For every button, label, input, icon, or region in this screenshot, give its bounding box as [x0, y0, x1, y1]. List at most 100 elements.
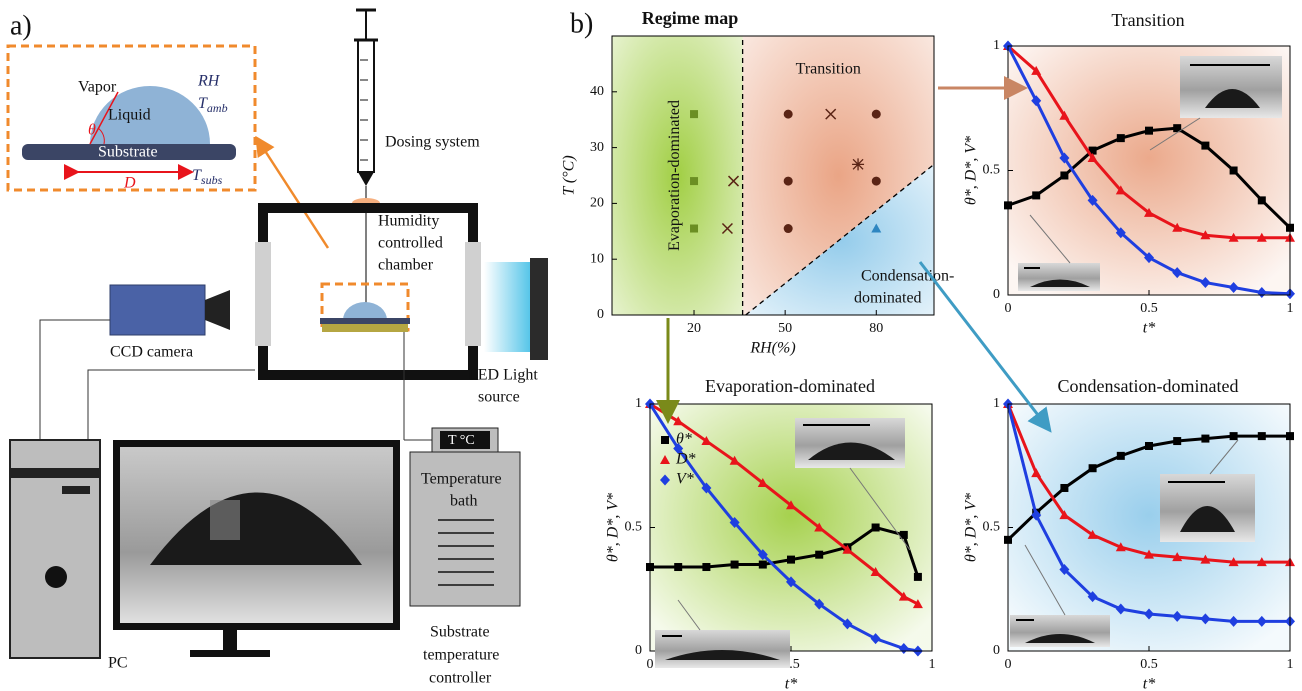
marker: [674, 563, 682, 571]
x-tick-label: 20: [687, 321, 701, 336]
x-tick-label: 0: [1005, 301, 1012, 316]
chamber-label: chamber: [378, 257, 434, 274]
marker: [1230, 432, 1238, 440]
marker: [852, 158, 864, 170]
zoom-arrow: [258, 140, 328, 248]
x-axis-label: RH(%): [749, 340, 795, 357]
panel-a: a) Vapor Liquid θ RH Tamb Substrate D Ts…: [8, 10, 548, 687]
y-tick-label: 0: [993, 643, 1000, 658]
region-label: dominated: [854, 290, 922, 307]
t-sub: amb: [207, 101, 228, 115]
marker: [702, 563, 710, 571]
x-axis-label: t*: [1143, 320, 1155, 337]
figure: a) Vapor Liquid θ RH Tamb Substrate D Ts…: [0, 0, 1302, 691]
y-tick-label: 0: [635, 643, 642, 658]
marker: [690, 177, 698, 185]
x-tick-label: 50: [778, 321, 792, 336]
cable: [88, 370, 255, 440]
y-tick-label: 0: [993, 287, 1000, 302]
y-axis-label: T (°C): [561, 155, 578, 195]
marker: [1117, 452, 1125, 460]
chart-title: Regime map: [642, 8, 738, 28]
x-tick-label: 1: [929, 657, 936, 672]
marker: [784, 177, 793, 186]
chamber-label: controlled: [378, 235, 443, 252]
substrate: [320, 318, 410, 324]
x-axis-label: t*: [785, 676, 797, 691]
chamber: [263, 208, 473, 375]
dosing-label: Dosing system: [385, 134, 480, 151]
marker: [690, 225, 698, 233]
region-label: Transition: [796, 61, 861, 78]
x-tick-label: 0: [647, 657, 654, 672]
vapor-label: Vapor: [78, 79, 117, 96]
marker: [1258, 196, 1266, 204]
marker: [1230, 167, 1238, 175]
t-amb-label: Tamb: [198, 95, 228, 115]
marker: [1117, 134, 1125, 142]
x-tick-label: 0.5: [1140, 301, 1158, 316]
marker: [1258, 432, 1266, 440]
marker: [1089, 464, 1097, 472]
y-tick-label: 0: [597, 307, 604, 322]
region-label: Condensation-: [861, 268, 954, 285]
chart: Evaporation-dominated Transition Condensat…: [561, 8, 955, 357]
y-tick-label: 30: [590, 140, 604, 155]
cable: [40, 320, 110, 440]
window: [255, 242, 271, 346]
marker: [914, 573, 922, 581]
marker: [787, 556, 795, 564]
t-sub: subs: [201, 173, 223, 187]
window: [465, 242, 481, 346]
rh-label: RH: [197, 73, 221, 90]
y-tick-label: 1: [993, 396, 1000, 411]
y-tick-label: 10: [590, 251, 604, 266]
legend-label: V*: [676, 471, 694, 488]
substrate-label: Substrate: [98, 144, 158, 161]
chart-title: Evaporation-dominated: [705, 376, 875, 396]
x-axis-label: t*: [1143, 676, 1155, 691]
display-label: T °C: [448, 433, 475, 448]
region-label: Evaporation-dominated: [666, 100, 683, 251]
y-tick-label: 0.5: [983, 163, 1001, 178]
pc-label: PC: [108, 655, 128, 672]
heater: [322, 324, 408, 332]
legend-label: D*: [675, 451, 696, 468]
x-tick-label: 0: [1005, 657, 1012, 672]
x-tick-label: 1: [1287, 301, 1294, 316]
marker: [1145, 127, 1153, 135]
marker: [1060, 171, 1068, 179]
marker: [872, 524, 880, 532]
marker: [1060, 484, 1068, 492]
controller-label: temperature: [423, 647, 499, 664]
drive: [62, 486, 90, 494]
marker: [731, 561, 739, 569]
plot: Evaporation-dominated Transition Condensat…: [612, 36, 954, 315]
led-label: LED Light: [468, 367, 538, 384]
droplet: [343, 302, 387, 320]
bath-label: Temperature: [421, 471, 502, 488]
chart-title: Condensation-dominated: [1058, 376, 1239, 396]
y-axis-label: θ*, D*, V*: [605, 493, 622, 562]
marker: [690, 110, 698, 118]
controller-label: Substrate: [430, 624, 490, 641]
y-tick-label: 40: [590, 84, 604, 99]
bath-label: bath: [450, 493, 478, 510]
marker: [1201, 435, 1209, 443]
d-label: D: [123, 175, 136, 192]
x-tick-label: 0.5: [1140, 657, 1158, 672]
camera-body: [110, 285, 205, 335]
y-tick-label: 1: [635, 396, 642, 411]
panel-label: b): [570, 8, 593, 39]
y-tick-label: 1: [993, 38, 1000, 53]
marker: [759, 561, 767, 569]
camera-label: CCD camera: [110, 344, 193, 361]
panel-label: a): [10, 10, 32, 41]
stand-base: [190, 650, 270, 657]
x-tick-label: 80: [869, 321, 883, 336]
legend-label: θ*: [676, 431, 692, 448]
marker: [784, 110, 793, 119]
theta-label: θ: [88, 122, 96, 139]
drive: [10, 468, 100, 478]
marker: [872, 177, 881, 186]
